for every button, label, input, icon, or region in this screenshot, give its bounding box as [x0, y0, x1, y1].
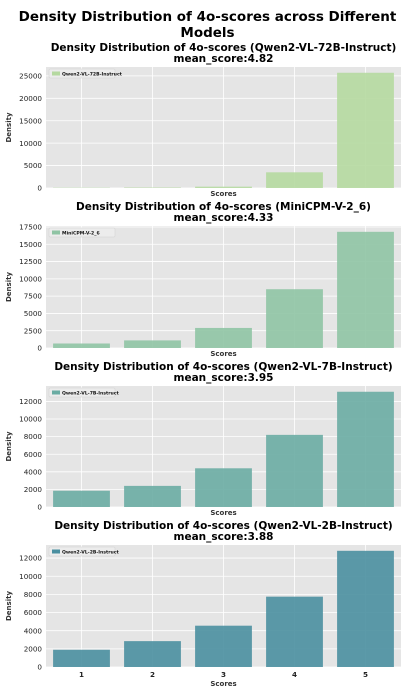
y-tick-label: 17500: [19, 223, 42, 232]
x-axis-label: Scores: [210, 680, 236, 688]
y-tick-label: 0: [37, 184, 42, 193]
y-axis-label: Density: [5, 272, 13, 302]
y-axis-label: Density: [5, 112, 13, 142]
x-tick-label: 1: [79, 670, 84, 679]
legend-box: [48, 387, 116, 398]
y-tick-label: 4000: [24, 467, 43, 476]
bar-score-1: [53, 649, 110, 667]
legend: Qwen2-VL-2B-Instruct: [48, 546, 119, 557]
legend-box: [48, 546, 116, 557]
legend: Qwen2-VL-72B-Instruct: [48, 68, 123, 79]
y-tick-label: 15000: [19, 116, 42, 125]
chart-panel-4: Density Distribution of 4o-scores (Qwen2…: [5, 520, 401, 688]
y-tick-label: 10000: [19, 572, 42, 581]
y-tick-label: 5000: [24, 161, 43, 170]
bar-score-4: [266, 172, 323, 188]
bar-score-2: [124, 641, 181, 667]
y-tick-label: 10000: [19, 274, 42, 283]
chart-subtitle: mean_score:3.88: [174, 531, 274, 543]
x-tick-label: 4: [292, 670, 297, 679]
y-tick-label: 20000: [19, 94, 42, 103]
y-tick-label: 12500: [19, 257, 42, 266]
bar-score-5: [337, 72, 394, 188]
y-tick-label: 2000: [24, 644, 43, 653]
x-axis-label: Scores: [210, 509, 236, 517]
bar-score-5: [337, 231, 394, 348]
y-tick-label: 12000: [19, 554, 42, 563]
y-tick-label: 2000: [24, 485, 43, 494]
y-tick-label: 25000: [19, 72, 42, 81]
chart-title: Density Distribution of 4o-scores (Qwen2…: [54, 361, 392, 373]
bar-score-3: [195, 468, 252, 507]
x-axis-label: Scores: [210, 350, 236, 358]
legend: MiniCPM-V-2_6: [48, 227, 116, 238]
y-tick-label: 10000: [19, 415, 42, 424]
chart-panel-1: Density Distribution of 4o-scores (Qwen2…: [5, 42, 401, 198]
bar-score-2: [124, 340, 181, 348]
chart-title: Density Distribution of 4o-scores (MiniC…: [76, 201, 371, 213]
y-tick-label: 5000: [24, 309, 43, 318]
y-tick-label: 0: [37, 663, 42, 672]
legend-label: Qwen2-VL-7B-Instruct: [62, 390, 119, 396]
x-axis-label: Scores: [210, 190, 236, 198]
chart-panel-3: Density Distribution of 4o-scores (Qwen2…: [5, 361, 401, 517]
legend-label: Qwen2-VL-2B-Instruct: [62, 549, 119, 555]
bar-score-3: [195, 186, 252, 188]
figure-title: Density Distribution of 4o-scores across…: [18, 9, 397, 41]
legend-label: MiniCPM-V-2_6: [62, 230, 100, 236]
legend-label: Qwen2-VL-72B-Instruct: [62, 71, 123, 77]
y-tick-label: 0: [37, 503, 42, 512]
legend-swatch: [52, 549, 60, 554]
chart-subtitle: mean_score:3.95: [174, 372, 274, 384]
bar-score-3: [195, 327, 252, 348]
bar-score-3: [195, 625, 252, 667]
legend-box: [48, 227, 116, 238]
bar-score-2: [124, 485, 181, 507]
legend-swatch: [52, 71, 60, 76]
y-tick-label: 6000: [24, 450, 43, 459]
y-tick-label: 8000: [24, 590, 43, 599]
bar-score-5: [337, 391, 394, 507]
bar-score-4: [266, 596, 323, 667]
bar-score-4: [266, 289, 323, 348]
y-axis-label: Density: [5, 591, 13, 621]
y-tick-label: 4000: [24, 626, 43, 635]
y-tick-label: 7500: [24, 292, 43, 301]
legend-swatch: [52, 390, 60, 395]
chart-title: Density Distribution of 4o-scores (Qwen2…: [54, 520, 392, 532]
chart-panel-2: Density Distribution of 4o-scores (MiniC…: [5, 201, 401, 358]
chart-subtitle: mean_score:4.33: [174, 212, 274, 224]
legend: Qwen2-VL-7B-Instruct: [48, 387, 119, 398]
legend-swatch: [52, 230, 60, 235]
y-tick-label: 8000: [24, 432, 43, 441]
bar-score-5: [337, 550, 394, 667]
y-tick-label: 10000: [19, 139, 42, 148]
legend-box: [48, 68, 116, 79]
bar-score-1: [53, 490, 110, 507]
y-tick-label: 0: [37, 344, 42, 353]
y-axis-label: Density: [5, 431, 13, 461]
chart-subtitle: mean_score:4.82: [174, 53, 274, 65]
chart-title: Density Distribution of 4o-scores (Qwen2…: [51, 42, 397, 54]
x-tick-label: 2: [150, 670, 155, 679]
x-tick-label: 5: [363, 670, 368, 679]
bar-score-1: [53, 343, 110, 348]
y-tick-label: 12000: [19, 397, 42, 406]
x-tick-label: 3: [221, 670, 226, 679]
bar-score-4: [266, 434, 323, 507]
y-tick-label: 15000: [19, 240, 42, 249]
y-tick-label: 6000: [24, 608, 43, 617]
y-tick-label: 2500: [24, 326, 43, 335]
